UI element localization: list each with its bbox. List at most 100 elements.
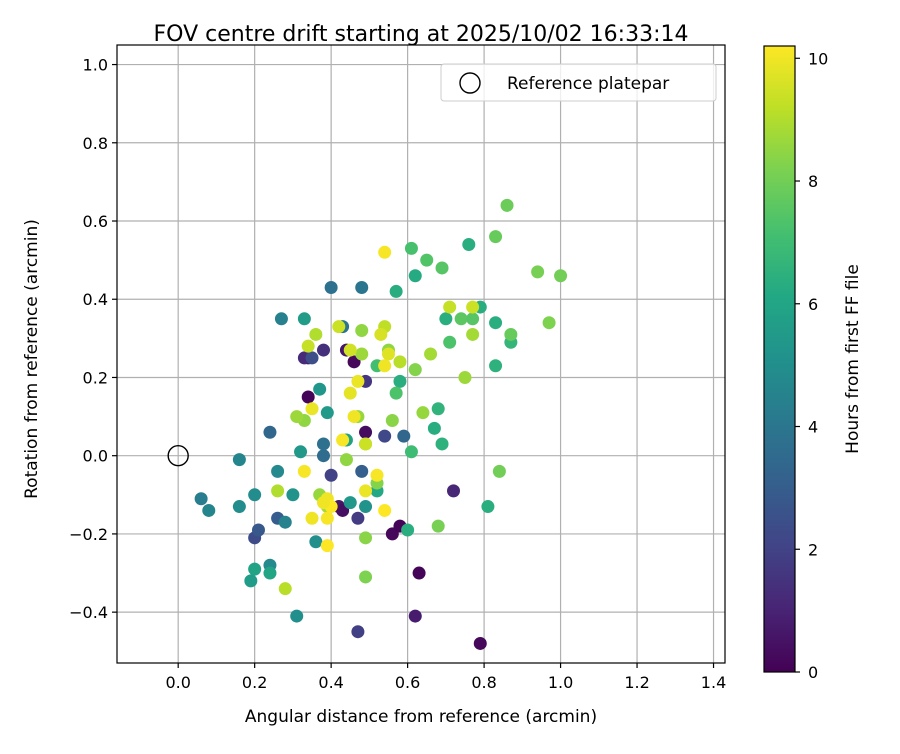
data-point	[431, 519, 445, 533]
data-point	[481, 500, 495, 514]
data-point	[431, 402, 445, 416]
data-point	[248, 562, 262, 576]
colorbar-gradient	[764, 46, 795, 672]
data-point	[489, 316, 503, 330]
data-point	[202, 503, 216, 517]
data-point	[316, 449, 330, 463]
data-point	[286, 488, 300, 502]
data-point	[194, 492, 208, 506]
data-point	[248, 488, 262, 502]
data-point	[504, 327, 518, 341]
data-point	[355, 324, 369, 338]
data-point	[320, 406, 334, 420]
colorbar-tick-label: 4	[808, 418, 818, 437]
grid	[117, 45, 725, 663]
data-point	[305, 402, 319, 416]
legend-label: Reference platepar	[507, 74, 669, 94]
data-point	[378, 503, 392, 517]
data-point	[466, 300, 480, 314]
data-point	[244, 574, 258, 588]
colorbar-ticks: 0 2 4 6 8 10	[795, 49, 828, 682]
data-point	[454, 312, 468, 326]
y-tick-label: 0.0	[83, 447, 108, 466]
x-tick-label: 0.2	[242, 673, 267, 692]
y-tick-label: −0.4	[69, 603, 108, 622]
x-tick-label: 0.0	[165, 673, 190, 692]
y-tick-label: 0.2	[83, 368, 108, 387]
data-point	[271, 464, 285, 478]
data-point	[232, 453, 246, 467]
data-point	[343, 386, 357, 400]
colorbar-tick-label: 10	[808, 49, 828, 68]
data-point	[374, 327, 388, 341]
data-point	[466, 327, 480, 341]
reference-point-marker	[167, 444, 189, 467]
data-point	[404, 241, 418, 255]
data-point	[393, 374, 407, 388]
data-point	[263, 566, 277, 580]
data-point	[416, 406, 430, 420]
data-point	[531, 265, 545, 279]
chart-title: FOV centre drift starting at 2025/10/02 …	[154, 22, 689, 47]
data-point	[359, 531, 373, 545]
data-point	[443, 300, 457, 314]
data-point	[359, 484, 373, 498]
data-point	[251, 523, 265, 537]
colorbar-tick-label: 0	[808, 663, 818, 682]
data-point	[489, 359, 503, 373]
data-point	[435, 261, 449, 275]
data-point	[408, 269, 422, 283]
data-point	[305, 511, 319, 525]
data-point	[332, 320, 346, 334]
data-point	[351, 374, 365, 388]
x-tick-label: 1.0	[548, 673, 573, 692]
data-point	[420, 253, 434, 267]
data-points	[167, 198, 568, 650]
x-axis-ticks: 0.0 0.2 0.4 0.6 0.8 1.0 1.2 1.4	[165, 663, 726, 692]
data-point	[301, 339, 315, 353]
data-point	[359, 570, 373, 584]
data-point	[462, 237, 476, 251]
data-point	[408, 609, 422, 623]
data-point	[301, 390, 315, 404]
y-tick-label: 1.0	[83, 56, 108, 75]
data-point	[305, 351, 319, 365]
data-point	[294, 445, 308, 459]
data-point	[324, 468, 338, 482]
x-axis-label: Angular distance from reference (arcmin)	[245, 707, 597, 727]
data-point	[385, 413, 399, 427]
x-tick-label: 0.6	[395, 673, 420, 692]
data-point	[309, 535, 323, 549]
data-point	[397, 429, 411, 443]
y-axis-label: Rotation from reference (arcmin)	[22, 219, 42, 499]
data-point	[370, 468, 384, 482]
data-point	[458, 370, 472, 384]
x-tick-label: 1.4	[701, 673, 726, 692]
data-point	[336, 433, 350, 447]
x-tick-label: 0.4	[318, 673, 343, 692]
data-point	[351, 625, 365, 639]
legend-box	[440, 63, 717, 102]
legend: Reference platepar	[440, 63, 717, 102]
data-point	[378, 245, 392, 259]
data-point	[278, 515, 292, 529]
data-point	[427, 421, 441, 435]
colorbar: 0 2 4 6 8 10 Hours from first FF file	[763, 45, 863, 682]
y-tick-label: 0.6	[83, 212, 108, 231]
data-point	[378, 429, 392, 443]
data-point	[355, 347, 369, 361]
data-point	[492, 464, 506, 478]
data-point	[316, 343, 330, 357]
data-point	[412, 566, 426, 580]
data-point	[489, 230, 503, 244]
data-point	[316, 437, 330, 451]
data-point	[435, 437, 449, 451]
y-tick-label: 0.8	[83, 134, 108, 153]
data-point	[297, 464, 311, 478]
data-point	[290, 410, 304, 424]
data-point	[424, 347, 438, 361]
data-point	[274, 312, 288, 326]
data-point	[473, 636, 487, 650]
